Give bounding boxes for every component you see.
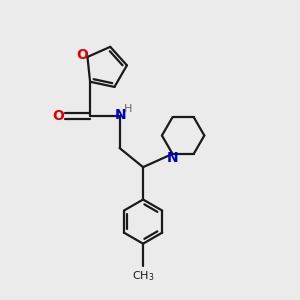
Text: H: H	[124, 104, 132, 114]
Text: O: O	[76, 49, 88, 62]
Text: O: O	[52, 109, 64, 123]
Text: N: N	[114, 108, 126, 122]
Text: CH$_3$: CH$_3$	[132, 269, 154, 283]
Text: N: N	[167, 151, 178, 165]
